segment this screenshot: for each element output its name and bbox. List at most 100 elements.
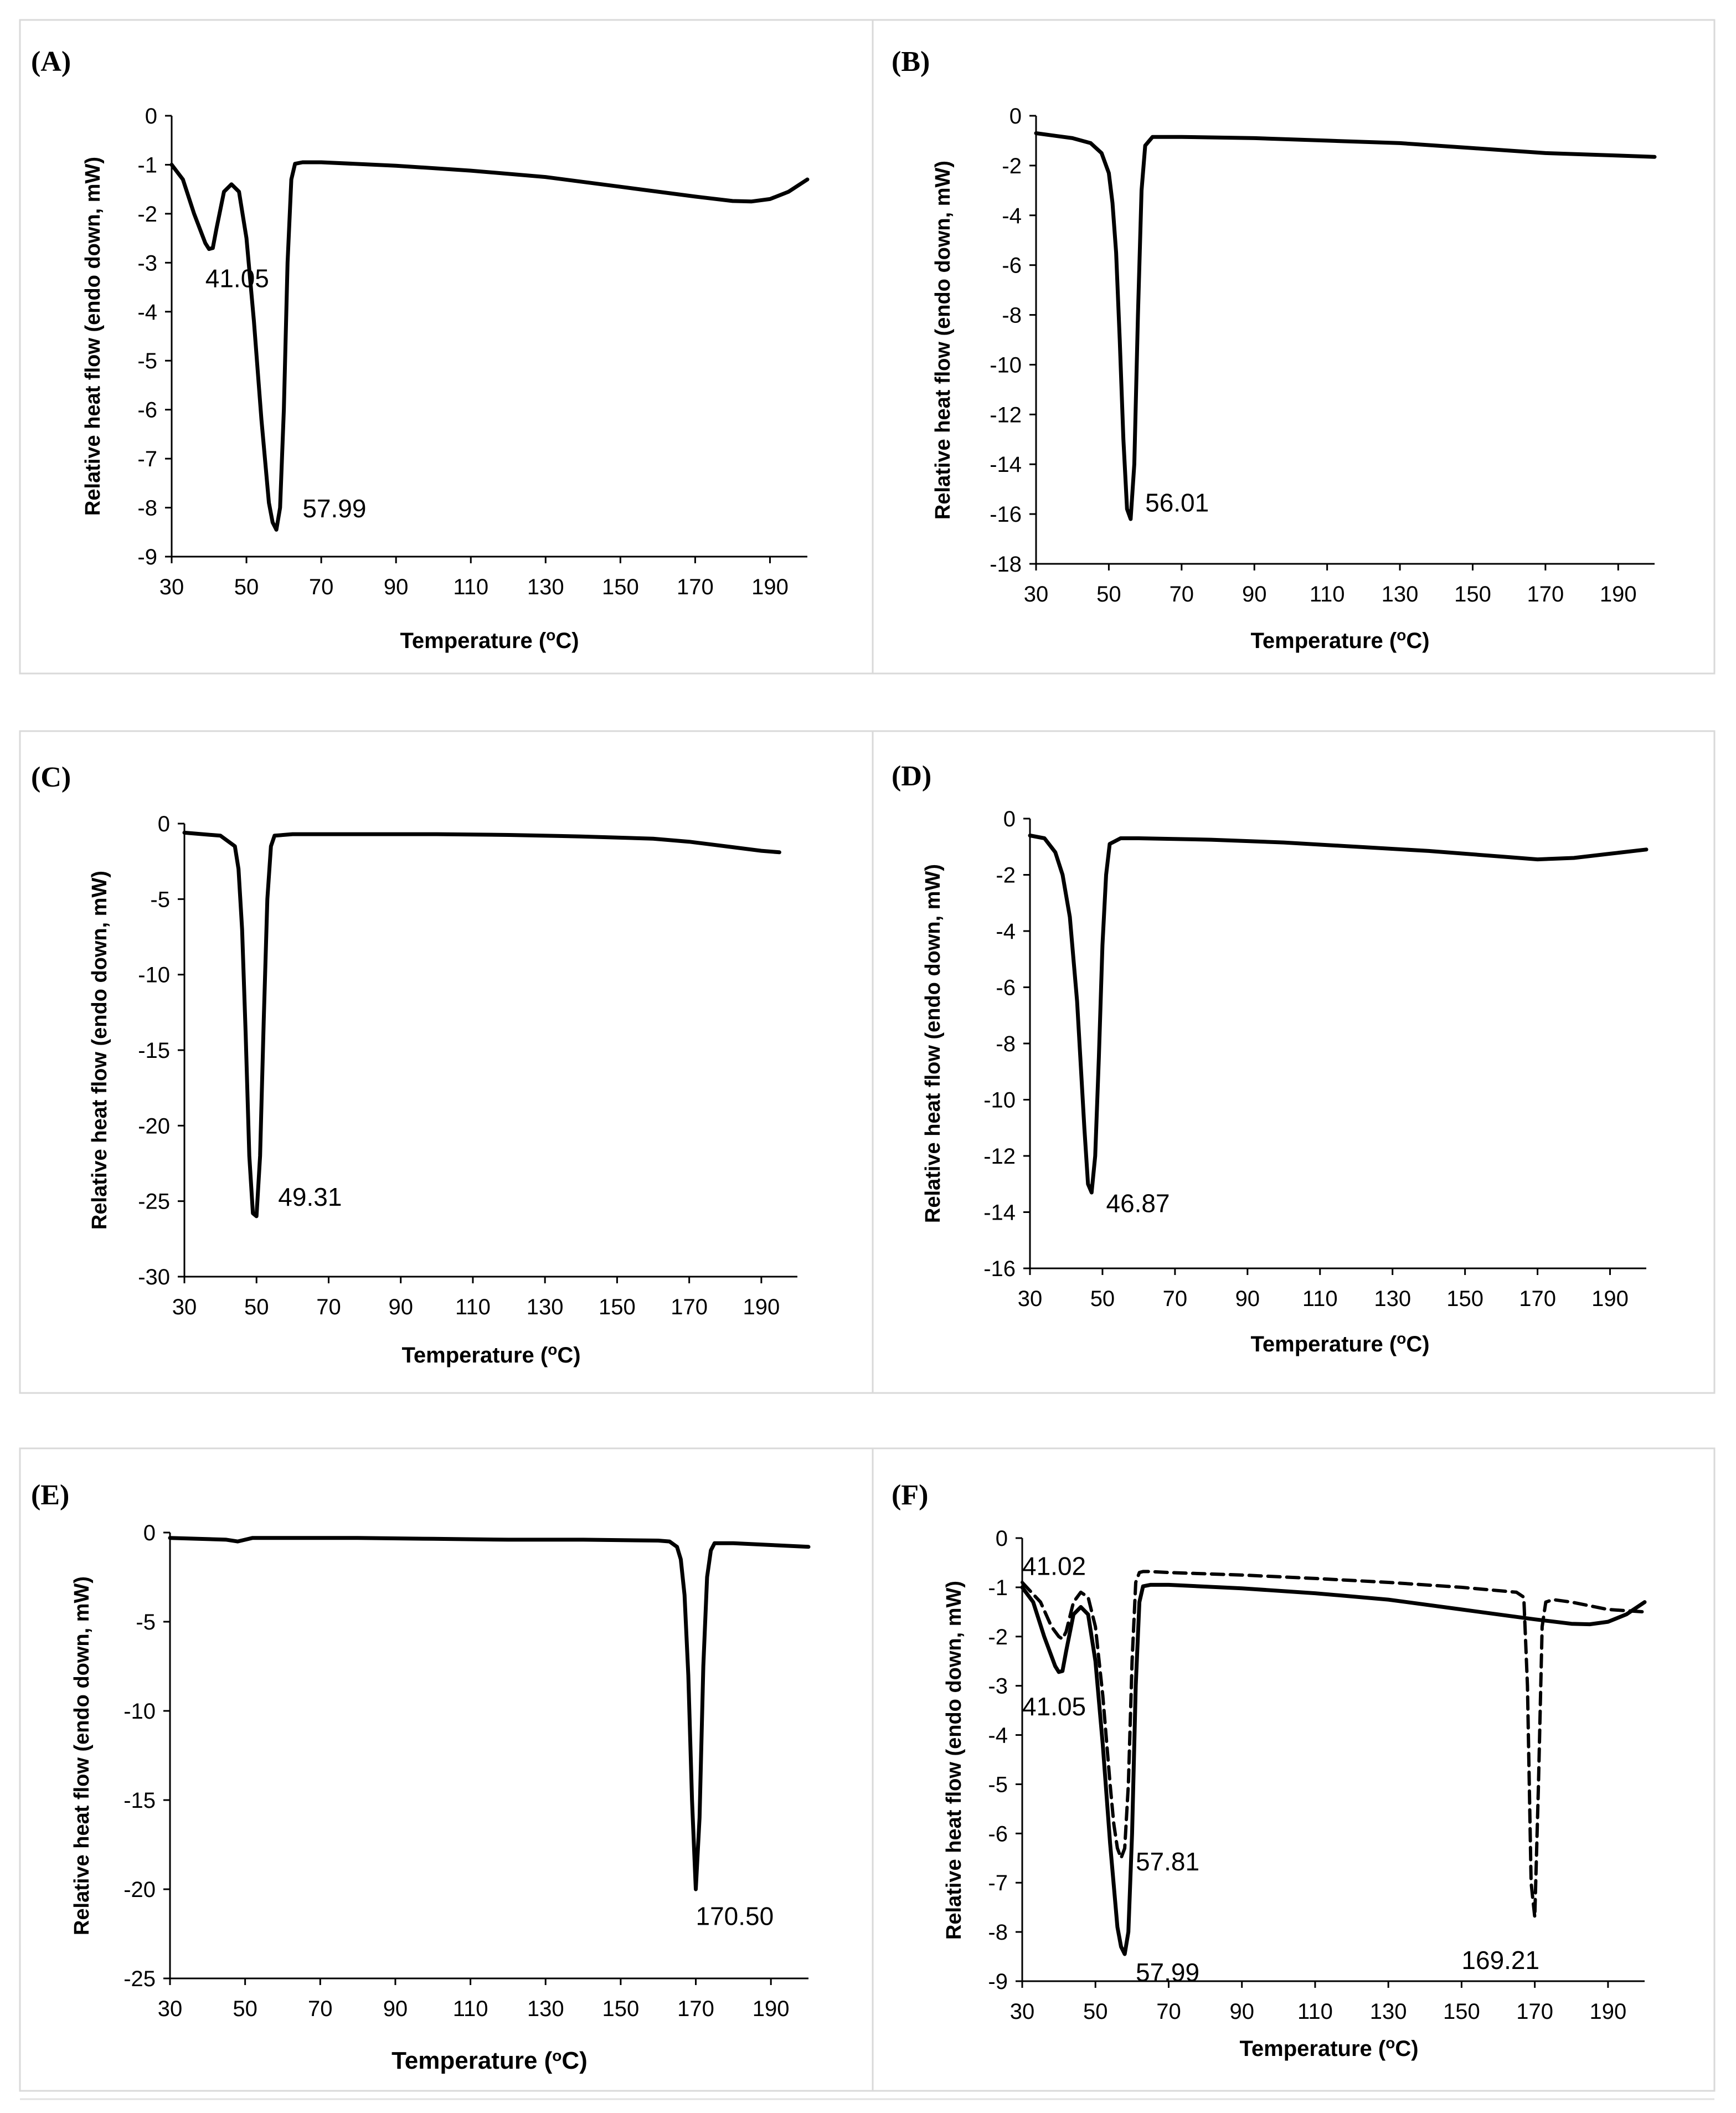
- y-tick-label: -16: [990, 502, 1022, 527]
- y-tick-label: 0: [143, 1521, 156, 1545]
- series-line-curve: [169, 160, 810, 532]
- panel-label: (C): [31, 762, 71, 793]
- series-line-curve: [182, 830, 781, 1219]
- y-tick-label: -25: [138, 1190, 170, 1214]
- y-tick-label: 0: [996, 1526, 1008, 1551]
- x-tick-label: 30: [1010, 1999, 1035, 2024]
- y-axis-title: Relative heat flow (endo down, mW): [921, 864, 945, 1223]
- y-tick-label: -20: [138, 1114, 170, 1138]
- peak-annotation: 41.02: [1022, 1552, 1086, 1581]
- y-tick-label: -4: [996, 919, 1016, 944]
- x-tick-label: 130: [527, 1997, 564, 2021]
- x-tick-label: 170: [1516, 1999, 1553, 2024]
- x-tick-label: 170: [671, 1295, 708, 1319]
- series-line-curve: [1034, 131, 1657, 521]
- x-tick-label: 130: [527, 1295, 564, 1319]
- x-tick-label: 70: [308, 1997, 333, 2021]
- y-tick-label: -6: [988, 1822, 1008, 1846]
- x-axis-title: Temperature (oC): [1239, 2034, 1418, 2061]
- x-tick-label: 110: [1310, 582, 1345, 606]
- panel-label: (E): [31, 1479, 69, 1511]
- chart-panel-a: (A) 0 -1 -2 -3 -4 -5 -6 -7 -8 -930 50 70 90 110 130 150 1…: [19, 19, 874, 675]
- y-tick-label: -14: [983, 1201, 1016, 1225]
- x-tick-label: 50: [1096, 582, 1121, 606]
- x-tick-label: 150: [1443, 1999, 1480, 2024]
- panel-label: (B): [892, 46, 930, 78]
- x-axis-title: Temperature (oC): [1250, 1330, 1429, 1356]
- x-tick-label: 170: [677, 1997, 714, 2021]
- panel-frame: [872, 19, 1716, 675]
- peak-annotation: 57.99: [302, 494, 366, 523]
- x-axis-title: Temperature (oC): [400, 626, 579, 653]
- x-tick-label: 150: [602, 1997, 640, 2021]
- y-tick-label: -10: [123, 1699, 156, 1724]
- peak-annotation: 57.81: [1136, 1847, 1199, 1876]
- y-tick-label: -4: [137, 300, 157, 325]
- y-axis-title: Relative heat flow (endo down, mW): [70, 1576, 94, 1935]
- y-tick-label: -20: [123, 1878, 156, 1902]
- x-tick-label: 90: [1242, 582, 1267, 606]
- y-tick-label: -30: [138, 1265, 170, 1289]
- x-axis-title: Temperature (oC): [1250, 626, 1429, 653]
- series-line-curve: [168, 1536, 811, 1891]
- y-tick-label: -7: [137, 447, 157, 471]
- series-line-solid: [1020, 1582, 1647, 1956]
- peak-annotation: 49.31: [278, 1183, 342, 1211]
- y-tick-label: 0: [158, 812, 170, 836]
- y-tick-label: -1: [988, 1576, 1008, 1600]
- x-tick-label: 130: [527, 575, 564, 599]
- y-tick-label: -5: [150, 887, 170, 912]
- x-tick-label: 130: [1382, 582, 1419, 606]
- panel-label: (F): [892, 1479, 928, 1511]
- y-tick-label: -6: [996, 976, 1016, 1000]
- x-tick-label: 50: [233, 1997, 257, 2021]
- panel-label: (A): [31, 46, 71, 78]
- x-tick-label: 190: [743, 1295, 780, 1319]
- y-tick-label: -5: [137, 349, 157, 373]
- y-tick-label: -14: [990, 453, 1022, 477]
- y-tick-label: -18: [990, 552, 1022, 577]
- panel-label: (D): [892, 760, 931, 792]
- y-tick-label: 0: [1003, 807, 1016, 831]
- x-tick-label: 70: [1170, 582, 1194, 606]
- x-tick-label: 170: [1519, 1287, 1556, 1311]
- peak-annotation: 57.99: [1136, 1958, 1199, 1987]
- x-tick-label: 70: [1156, 1999, 1181, 2024]
- series-line-curve: [1028, 834, 1649, 1195]
- x-tick-label: 30: [1024, 582, 1049, 606]
- peak-annotation: 56.01: [1145, 489, 1209, 517]
- peak-annotation: 169.21: [1461, 1946, 1539, 1975]
- x-tick-label: 50: [1090, 1287, 1115, 1311]
- y-tick-label: -2: [137, 202, 157, 227]
- peak-annotation: 46.87: [1106, 1189, 1170, 1218]
- y-tick-label: -15: [123, 1788, 156, 1813]
- y-tick-label: -2: [1002, 154, 1022, 178]
- y-tick-label: -7: [988, 1871, 1008, 1895]
- peak-annotation: 41.05: [205, 264, 269, 293]
- x-tick-label: 110: [453, 575, 488, 599]
- x-tick-label: 50: [234, 575, 259, 599]
- x-tick-label: 90: [384, 575, 409, 599]
- chart-panel-f: (F) 0 -1 -2 -3 -4 -5 -6 -7 -8 -930 50 70 90 110 130 150 1…: [872, 1447, 1716, 2092]
- y-tick-label: -5: [136, 1610, 156, 1634]
- y-tick-label: -25: [123, 1967, 156, 1991]
- x-axis-title: Temperature (oC): [391, 2047, 588, 2074]
- y-tick-label: -8: [996, 1032, 1016, 1056]
- y-tick-label: -3: [137, 251, 157, 275]
- y-tick-label: -10: [138, 963, 170, 988]
- x-tick-label: 110: [455, 1295, 491, 1319]
- x-tick-label: 110: [1302, 1287, 1338, 1311]
- y-tick-label: -8: [137, 496, 157, 521]
- x-tick-label: 190: [1600, 582, 1637, 606]
- y-tick-label: -12: [983, 1144, 1016, 1169]
- y-tick-label: -1: [137, 153, 157, 177]
- y-tick-label: -16: [983, 1257, 1016, 1281]
- x-tick-label: 130: [1374, 1287, 1411, 1311]
- panel-frame: [872, 1447, 1716, 2092]
- x-tick-label: 150: [1454, 582, 1491, 606]
- y-tick-label: -12: [990, 403, 1022, 427]
- x-tick-label: 30: [159, 575, 184, 599]
